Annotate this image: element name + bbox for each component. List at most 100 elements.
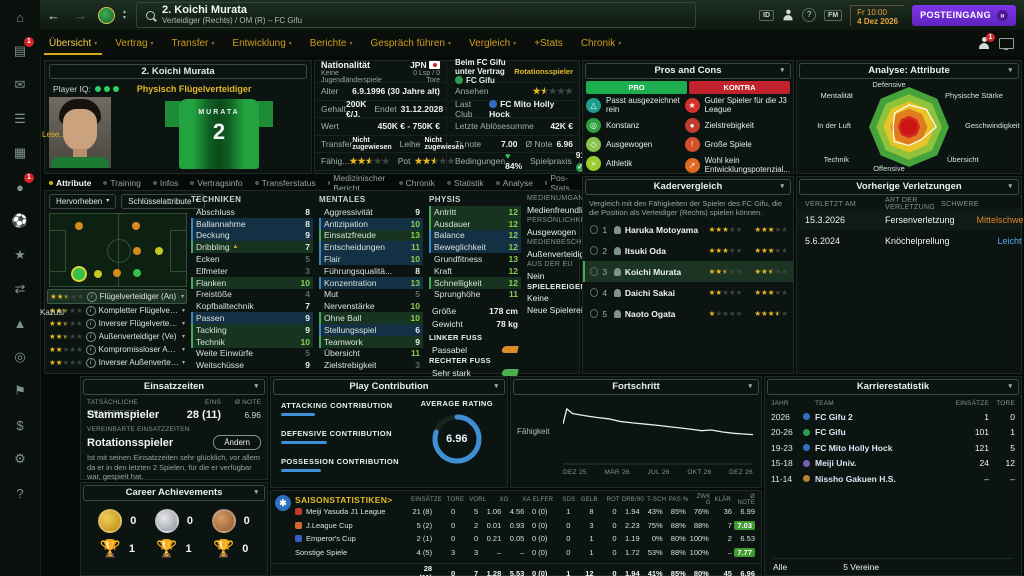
squad-comparison-header[interactable]: Kadervergleich ▾ (585, 179, 791, 195)
nav-tab--stats[interactable]: +Stats (534, 37, 563, 49)
attr-tab-infos[interactable]: Infos (148, 178, 183, 188)
attribute-label: Ohne Ball (324, 313, 362, 324)
manager-profile-icon[interactable] (783, 9, 794, 21)
attribute-row: Einsatzfreude 13 (319, 229, 423, 242)
highlight-dropdown[interactable]: Hervorheben ▾ (49, 194, 117, 209)
key-attributes-dropdown[interactable]: Schlüsselattribute ▾ (121, 194, 206, 209)
new-trait-link[interactable]: Neue Spielereigenschaft ▾ (527, 304, 625, 316)
squad-compare-row[interactable]: 2 Itsuki Oda ★ ★ ★ ★ ★ ★ ★ ★ ★ ★ (583, 240, 793, 261)
help-icon[interactable]: ? (16, 485, 24, 501)
club-crest-icon[interactable] (98, 6, 115, 24)
nav-tab--bersicht[interactable]: Übersicht ▾ (40, 30, 106, 56)
nav-tab-transfer[interactable]: Transfer ▾ (171, 37, 215, 49)
nav-tab-entwicklung[interactable]: Entwicklung ▾ (232, 37, 292, 49)
squad-compare-row[interactable]: 1 Haruka Motoyama ★ ★ ★ ★ ★ ★ ★ ★ ★ ★ (583, 219, 793, 240)
squad-compare-row[interactable]: 4 Daichi Sakai ★ ★ ★ ★ ★ ★ ★ ★ ★ ★ (583, 282, 793, 303)
id-icon[interactable]: ID (759, 9, 775, 21)
back-icon[interactable]: ← (47, 7, 60, 23)
role-item[interactable]: ★ ★ ★ ★ ★ i Außenverteidiger (Ve) ▾ (47, 330, 187, 343)
progress-header[interactable]: Fortschritt ▾ (513, 379, 759, 395)
attr-tab-chronik[interactable]: Chronik (394, 178, 440, 188)
role-item[interactable]: ★ ★ ★ ★ ★ i Flügelverteidiger (An) ▾ (47, 289, 187, 304)
inbox-button[interactable]: POSTEINGANG » (912, 4, 1016, 26)
play-contribution-header[interactable]: Play Contribution ▾ (273, 379, 505, 395)
tactics-icon[interactable]: ▦ (13, 145, 27, 160)
finances-icon[interactable]: $ (16, 417, 24, 433)
info-icon: i (85, 318, 96, 329)
player-search-box[interactable]: 2. Koichi Murata Verteidiger (Rechts) / … (136, 2, 697, 28)
star-rating: ★ ★ ★ ★ ★ (708, 308, 743, 318)
career-row[interactable]: 19-23 FC Mito Holly Hock 121 5 (765, 440, 1021, 456)
play-contribution-panel: Play Contribution ▾ ATTACKING CONTRIBUTIO… (270, 376, 508, 488)
attr-tab-transferstatus[interactable]: Transferstatus (250, 178, 321, 188)
season-stat-value: 0 (450, 568, 456, 576)
season-row[interactable]: Sonstige Spiele 4 (5) 3 3– –0 (0) 0 1 0 1.72 53% 8… (271, 546, 761, 560)
career-row[interactable]: 15-18 Meiji Univ. 24 12 (765, 456, 1021, 472)
career-stats-header[interactable]: Karrierestatistik ▾ (767, 379, 1019, 395)
nav-tab-berichte[interactable]: Berichte ▾ (309, 37, 353, 49)
news-icon[interactable]: ▤ 1 (0, 34, 40, 68)
cycle-player-icons[interactable]: ▴ ▾ (123, 9, 127, 21)
training-icon[interactable]: ▲ (13, 315, 27, 331)
career-year: 15-18 (771, 458, 793, 469)
inbox-icon[interactable]: ✉ (14, 77, 26, 92)
social-feed-icon[interactable]: 1 (978, 33, 995, 49)
attr-tab-training[interactable]: Training (98, 178, 145, 188)
attribute-row: Antizipation 10 (319, 217, 423, 230)
profile-icon[interactable]: ● 1 (0, 170, 40, 204)
nav-tab-vertrag[interactable]: Vertrag ▾ (115, 37, 154, 49)
attribute-label: Technik (196, 336, 225, 347)
attribute-row: Freistöße 4 (191, 289, 313, 301)
team-badge-icon (803, 459, 810, 467)
monitor-icon[interactable] (999, 37, 1014, 50)
squad-compare-row[interactable]: 5 Naoto Ogata ★ ★ ★ ★ ★ ★ ★ ★ ★ ★ (583, 303, 793, 324)
nav-tab-chronik[interactable]: Chronik ▾ (580, 37, 622, 49)
settings-icon[interactable]: ⚙ (14, 451, 26, 466)
season-row[interactable]: Meiji Yasuda J1 League 21 (8) 0 5 1.06 4.56 0 … (271, 505, 761, 519)
star-rating: ★ ★ ★ ★ ★ (754, 287, 788, 297)
help-icon[interactable]: ? (802, 8, 817, 22)
season-col-header: TORE (446, 497, 465, 503)
nav-tab-gespr-ch-f-hren[interactable]: Gespräch führen ▾ (370, 37, 452, 49)
nav-tab-vergleich[interactable]: Vergleich ▾ (469, 37, 517, 49)
attribute-analysis-header[interactable]: Analyse: Attribute ▾ (799, 63, 1019, 79)
home-icon[interactable]: ⌂ (16, 9, 24, 25)
star-rating: ★ ★ ★ ★ ★ (49, 357, 83, 367)
career-row[interactable]: 2026 FC Gifu 2 1 0 (765, 409, 1021, 425)
change-playing-time-button[interactable]: Ändern (213, 435, 261, 450)
career-achievements-header[interactable]: Career Achievements ▾ (83, 485, 265, 501)
persona-caption: PERSÖNLICHKEIT (527, 217, 593, 224)
previous-injuries-header[interactable]: Vorherige Verletzungen ▾ (799, 179, 1019, 195)
scouting-icon[interactable]: ◎ (14, 349, 26, 364)
squad-icon[interactable]: ☰ (14, 111, 26, 126)
season-stat-value: 0.93 (509, 520, 525, 530)
main-content: 2. Koichi Murata Player IQ: Physisch Flü… (40, 56, 1024, 576)
club-icon[interactable]: ⚑ (14, 383, 26, 398)
pros-cons-header[interactable]: Pros and Cons ▾ (585, 63, 791, 79)
transfers-icon[interactable]: ⇄ (14, 281, 26, 296)
iq-dot-icon (103, 86, 110, 92)
attr-tab-vertragsinfo[interactable]: Vertragsinfo (185, 178, 247, 188)
season-stat-value: 0 (566, 520, 571, 530)
attr-tab-statistik[interactable]: Statistik (442, 178, 489, 188)
forward-icon[interactable]: → (74, 7, 87, 23)
chevron-down-icon: ▾ (254, 489, 258, 496)
match-icon[interactable]: ⚽ (11, 213, 29, 228)
season-stats-link[interactable]: SAISONSTATISTIKEN> (295, 495, 393, 505)
attr-tab-attribute[interactable]: Attribute (44, 178, 96, 188)
season-row[interactable]: J.League Cup 5 (2) 0 2 0.01 0.93 0 (0) 0 3 0 2.23 7… (271, 519, 761, 533)
competition-icon[interactable]: ★ (14, 247, 26, 262)
attr-tab-pos-stats[interactable]: Pos-Stats (540, 173, 578, 193)
attribute-value: 12 (508, 242, 518, 253)
career-row[interactable]: 11-14 Nissho Gakuen H.S. – – (765, 471, 1021, 487)
squad-compare-row[interactable]: 3 Koichi Murata ★ ★ ★ ★ ★ ★ ★ ★ ★ ★ (583, 261, 793, 282)
playing-time-header[interactable]: Einsatzzeiten ▾ (83, 379, 265, 395)
attr-tab-analyse[interactable]: Analyse (491, 178, 538, 188)
career-row[interactable]: 20-26 FC Gifu 101 1 (765, 425, 1021, 441)
season-row[interactable]: Emperor's Cup 2 (1) 0 0 0.21 0.05 0 (0) 0 1 0 1.19… (271, 532, 761, 546)
attr-tab-medizinischer-bericht[interactable]: Medizinischer Bericht (323, 173, 392, 193)
